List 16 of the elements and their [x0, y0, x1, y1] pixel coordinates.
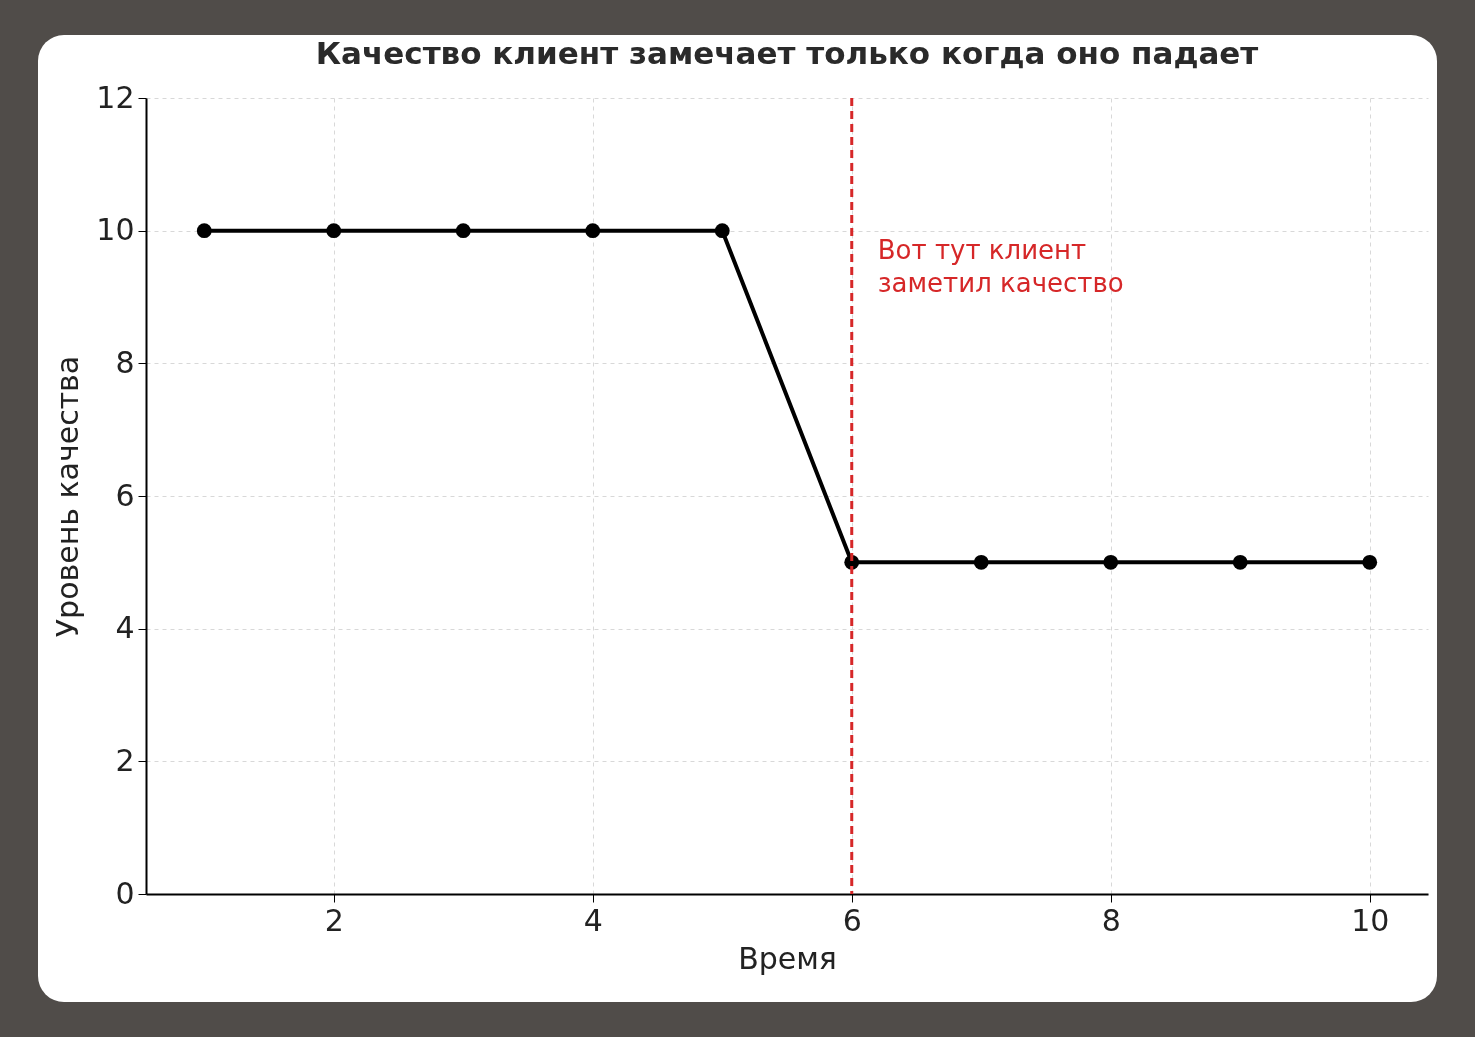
- ref-line-label: Вот тут клиент заметил качество: [877, 235, 1124, 298]
- y-tick-label: 12: [96, 79, 135, 115]
- x-tick-label: 10: [1351, 902, 1390, 938]
- chart-title: Качество клиент замечает только когда оно падает: [315, 35, 1259, 71]
- x-tick-label: 2: [324, 902, 344, 938]
- y-tick-label: 10: [96, 212, 135, 248]
- y-tick-label: 8: [115, 344, 135, 380]
- y-tick-label: 0: [115, 875, 135, 911]
- y-tick-label: 2: [115, 742, 135, 778]
- y-tick-label: 4: [115, 610, 135, 646]
- y-axis-title: Уровень качества: [50, 355, 86, 638]
- x-tick-label: 6: [842, 902, 862, 938]
- x-tick-label: 8: [1101, 902, 1121, 938]
- y-tick-label: 6: [115, 477, 135, 513]
- x-axis-title: Время: [738, 940, 837, 976]
- x-tick-label: 4: [583, 902, 603, 938]
